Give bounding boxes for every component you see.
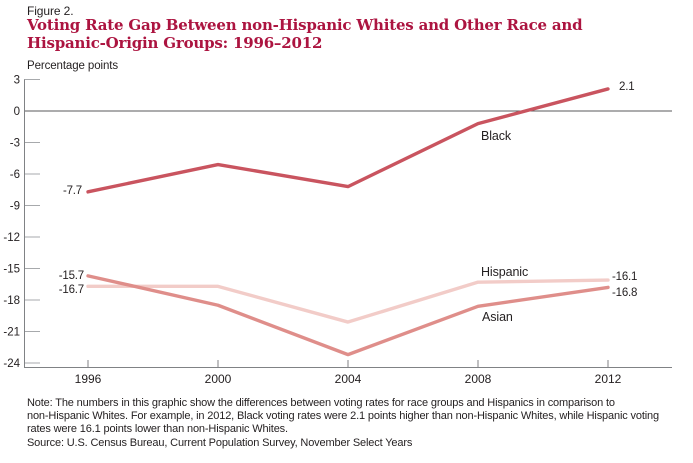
note-line-2: non-Hispanic Whites. For example, in 201… bbox=[27, 410, 659, 422]
y-axis-tick-label: -6 bbox=[10, 169, 20, 181]
y-axis-unit-label: Percentage points bbox=[27, 60, 119, 72]
y-axis-tick-label: -15 bbox=[3, 264, 20, 276]
source-text: Source: U.S. Census Bureau, Current Popu… bbox=[27, 437, 413, 449]
x-axis-tick-label: 2008 bbox=[465, 372, 492, 386]
figure-label: Figure 2. bbox=[27, 4, 74, 18]
series-label-black: Black bbox=[481, 129, 512, 143]
y-axis-tick-label: -9 bbox=[10, 201, 20, 213]
x-axis-tick-label: 2000 bbox=[205, 372, 232, 386]
line-hispanic bbox=[86, 278, 610, 324]
data-label-black-1996: -7.7 bbox=[62, 185, 82, 197]
chart-title-line-1: Voting Rate Gap Between non-Hispanic Whi… bbox=[27, 16, 583, 34]
y-axis-tick-label: -12 bbox=[3, 232, 20, 244]
data-label-hispanic-1996: -16.7 bbox=[58, 284, 84, 296]
x-axis-tick-label: 2004 bbox=[335, 372, 362, 386]
data-label-asian-1996: -15.7 bbox=[58, 270, 84, 282]
note-line-3: rates were 16.1 points lower than non-Hi… bbox=[27, 423, 288, 435]
y-axis-tick-label: -3 bbox=[10, 138, 20, 150]
y-axis-tick-label: -18 bbox=[3, 295, 20, 307]
line-asian bbox=[86, 274, 610, 357]
y-axis-tick-label: -21 bbox=[3, 327, 20, 339]
data-label-black-2012: 2.1 bbox=[619, 81, 635, 93]
chart-title-line-2: Hispanic-Origin Groups: 1996–2012 bbox=[27, 34, 323, 52]
data-label-asian-2012: -16.8 bbox=[612, 287, 638, 299]
series-label-asian: Asian bbox=[482, 310, 513, 324]
note-line-1: Note: The numbers in this graphic show t… bbox=[27, 397, 615, 409]
series-label-hispanic: Hispanic bbox=[481, 265, 529, 279]
y-axis-tick-label: 3 bbox=[14, 75, 20, 87]
x-axis-tick-label: 2012 bbox=[595, 372, 622, 386]
line-black bbox=[86, 87, 610, 194]
y-axis-tick-label: -24 bbox=[3, 358, 20, 370]
data-label-hispanic-2012: -16.1 bbox=[612, 271, 638, 283]
y-axis-tick-label: 0 bbox=[14, 106, 20, 118]
x-axis-tick-label: 1996 bbox=[75, 372, 102, 386]
